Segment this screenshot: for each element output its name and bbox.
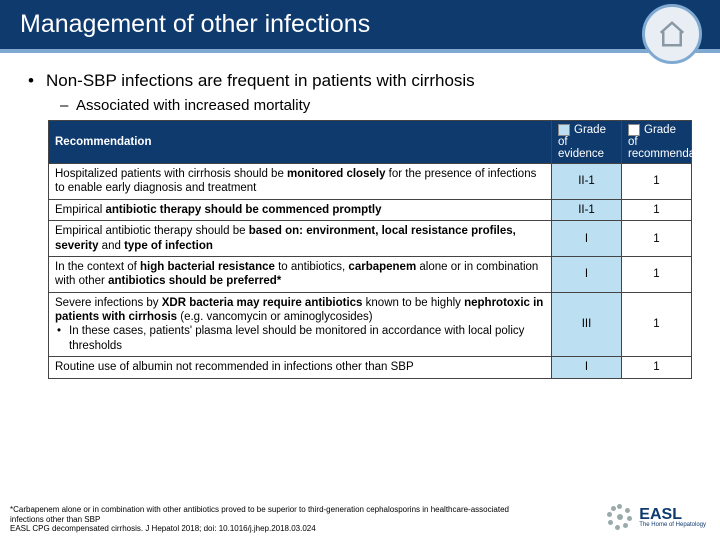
logo-dots-icon [607,504,633,530]
grade-cell: 1 [622,357,692,378]
table-row: Severe infections by XDR bacteria may re… [49,292,692,357]
evidence-cell: I [552,256,622,292]
content-area: Non-SBP infections are frequent in patie… [0,53,720,114]
table-header-row: Recommendation Grade of evidence Grade o… [49,121,692,164]
recommendation-cell: Empirical antibiotic therapy should be b… [49,221,552,257]
footnote: *Carbapenem alone or in combination with… [10,505,510,534]
bullet-main: Non-SBP infections are frequent in patie… [28,71,692,91]
grade-cell: 1 [622,221,692,257]
grade-swatch [628,124,640,136]
recommendations-table-wrap: Recommendation Grade of evidence Grade o… [48,120,692,379]
recommendation-cell: Hospitalized patients with cirrhosis sho… [49,164,552,200]
table-row: Hospitalized patients with cirrhosis sho… [49,164,692,200]
recommendation-cell: Empirical antibiotic therapy should be c… [49,199,552,220]
evidence-cell: II-1 [552,164,622,200]
recommendation-cell: Routine use of albumin not recommended i… [49,357,552,378]
grade-cell: 1 [622,292,692,357]
logo-text-wrap: EASL The Home of Hepatology [639,506,706,528]
grade-cell: 1 [622,199,692,220]
grade-cell: 1 [622,256,692,292]
bullet-sub: Associated with increased mortality [28,97,692,114]
col-header-grade: Grade of recommendation [622,121,692,164]
recommendation-cell: In the context of high bacterial resista… [49,256,552,292]
table-row: Empirical antibiotic therapy should be c… [49,199,692,220]
page-title: Management of other infections [20,10,700,39]
evidence-swatch [558,124,570,136]
table-row: Routine use of albumin not recommended i… [49,357,692,378]
table-row: Empirical antibiotic therapy should be b… [49,221,692,257]
home-badge[interactable] [642,4,702,64]
recommendation-cell: Severe infections by XDR bacteria may re… [49,292,552,357]
evidence-cell: I [552,221,622,257]
col-header-evidence: Grade of evidence [552,121,622,164]
footnote-line1: *Carbapenem alone or in combination with… [10,505,510,524]
grade-cell: 1 [622,164,692,200]
easl-logo: EASL The Home of Hepatology [607,504,706,530]
table-row: In the context of high bacterial resista… [49,256,692,292]
logo-sub: The Home of Hepatology [639,522,706,528]
footnote-line2: EASL CPG decompensated cirrhosis. J Hepa… [10,524,510,534]
title-bar: Management of other infections [0,0,720,53]
logo-text: EASL [639,506,682,523]
recommendations-table: Recommendation Grade of evidence Grade o… [48,120,692,379]
evidence-cell: II-1 [552,199,622,220]
evidence-cell: III [552,292,622,357]
grade-legend-label: Grade of recommendation [628,124,714,160]
evidence-cell: I [552,357,622,378]
home-icon [657,19,687,49]
col-header-recommendation: Recommendation [49,121,552,164]
